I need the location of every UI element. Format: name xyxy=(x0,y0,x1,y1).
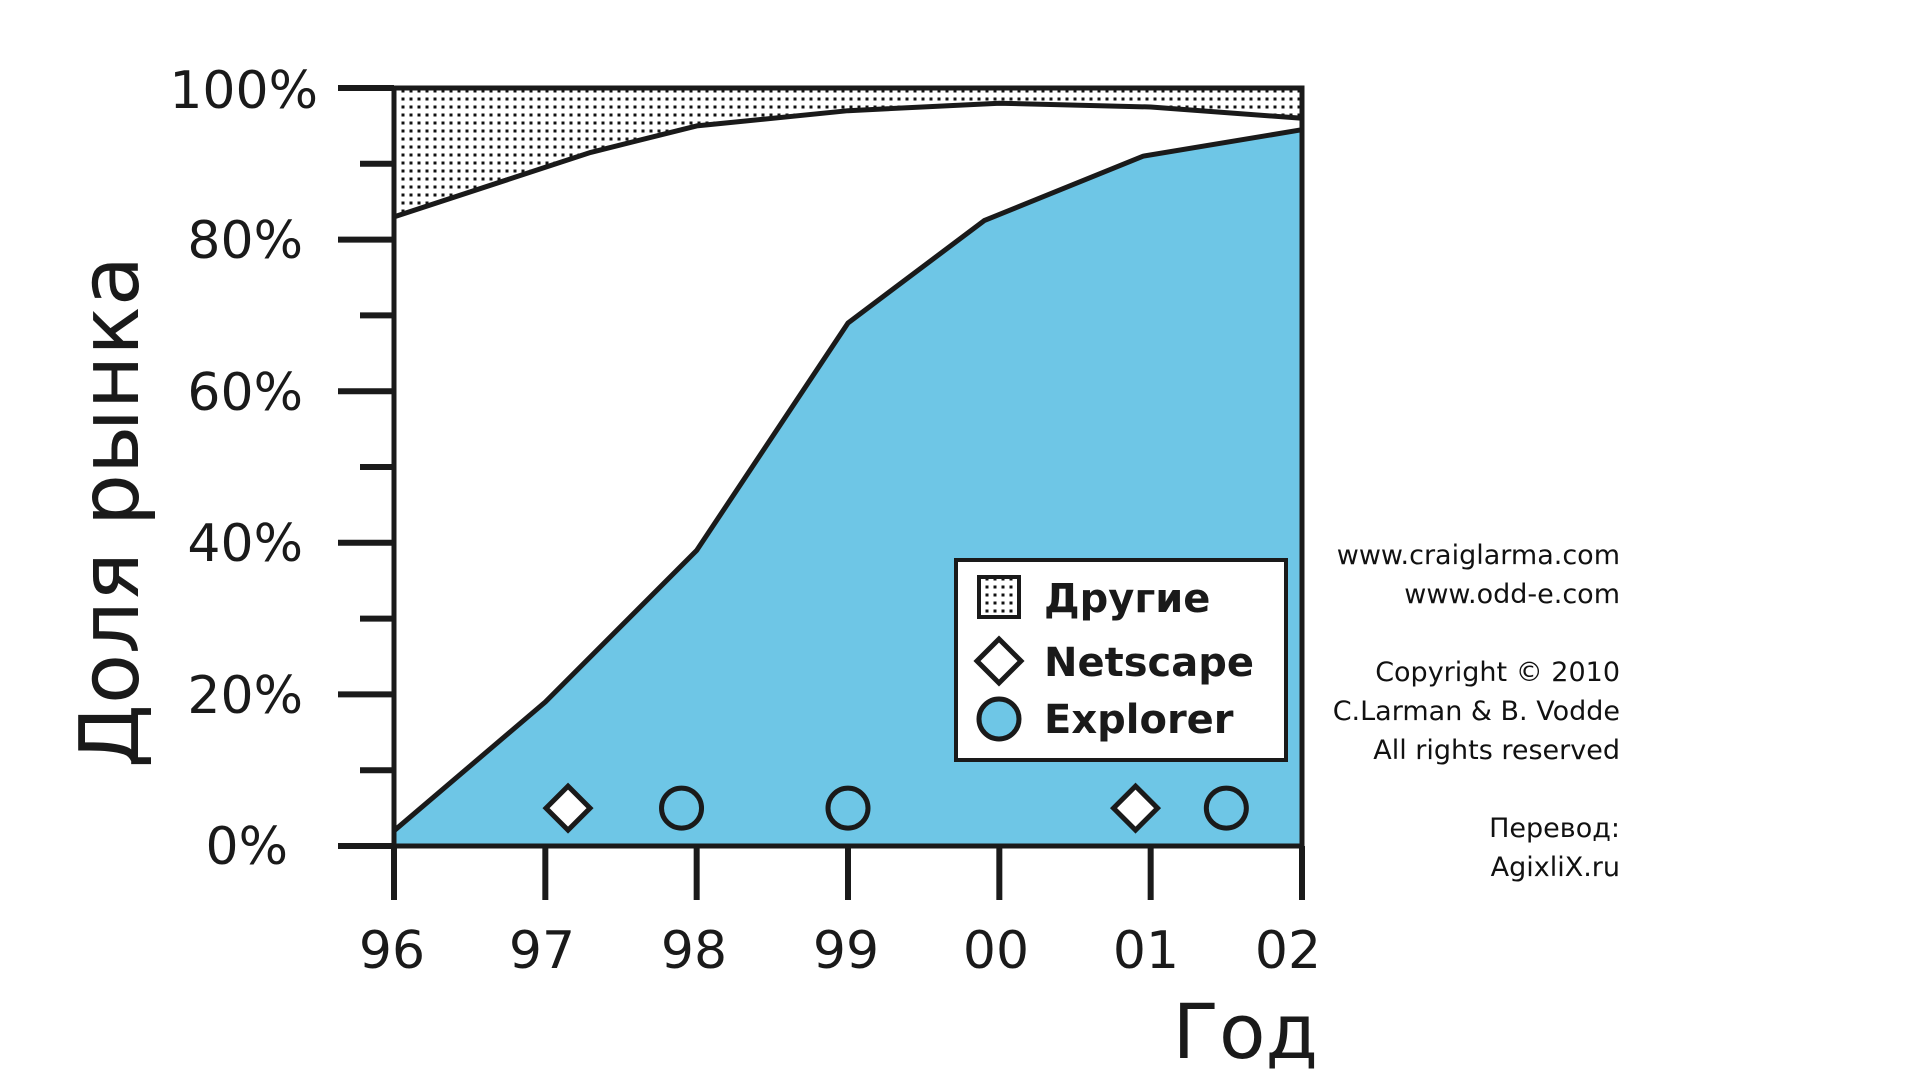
legend-others-swatch xyxy=(977,575,1021,619)
y-tick-label: 60% xyxy=(187,363,303,423)
credit-translation-site: AgixliX.ru xyxy=(1490,852,1620,883)
credit-url-odde: www.odd-e.com xyxy=(1404,579,1620,610)
credit-authors: C.Larman & B. Vodde xyxy=(1332,696,1620,727)
explorer-release-marker xyxy=(1203,785,1249,831)
legend-label-others: Другие xyxy=(1044,576,1210,622)
explorer-upper-line xyxy=(392,127,1303,833)
x-axis-labels: 96 97 98 99 00 01 02 xyxy=(359,921,1321,981)
legend-explorer-circle xyxy=(976,696,1022,742)
x-axis-title: Год xyxy=(1173,987,1318,1076)
x-tick-label: 98 xyxy=(661,921,727,981)
legend-label-netscape: Netscape xyxy=(1044,640,1254,686)
legend: Другие Netscape Explorer xyxy=(954,558,1288,762)
y-tick-label: 20% xyxy=(187,666,303,726)
x-tick-label: 99 xyxy=(813,921,879,981)
netscape-release-marker xyxy=(1109,782,1162,834)
netscape-upper-line xyxy=(393,100,1303,220)
explorer-release-marker xyxy=(659,785,705,831)
y-tick-label: 0% xyxy=(206,817,289,877)
credit-translation-label: Перевод: xyxy=(1489,813,1620,844)
x-tick-label: 01 xyxy=(1113,921,1179,981)
y-axis-labels: 100% 80% 60% 40% 20% 0% xyxy=(169,61,318,877)
credits-block: www.craiglarma.com www.odd-e.com Copyrig… xyxy=(1250,536,1620,887)
credit-rights: All rights reserved xyxy=(1373,735,1620,766)
x-axis-ticks xyxy=(391,846,1305,900)
legend-label-explorer: Explorer xyxy=(1044,697,1234,743)
y-axis-ticks xyxy=(338,85,394,849)
y-axis-title: Доля рынка xyxy=(63,256,158,768)
others-area xyxy=(394,88,1302,217)
credit-copyright: Copyright © 2010 xyxy=(1375,657,1620,688)
series-markers xyxy=(542,782,1249,834)
x-tick-label: 00 xyxy=(963,921,1029,981)
y-tick-label: 100% xyxy=(169,61,318,121)
explorer-release-marker xyxy=(825,785,871,831)
legend-netscape-diamond xyxy=(973,635,1025,687)
y-tick-label: 80% xyxy=(187,211,303,271)
y-tick-label: 40% xyxy=(187,514,303,574)
x-tick-label: 02 xyxy=(1255,921,1321,981)
credit-url-craiglarman: www.craiglarma.com xyxy=(1336,540,1620,571)
x-tick-label: 96 xyxy=(359,921,425,981)
netscape-release-marker xyxy=(542,782,594,834)
x-tick-label: 97 xyxy=(509,921,575,981)
